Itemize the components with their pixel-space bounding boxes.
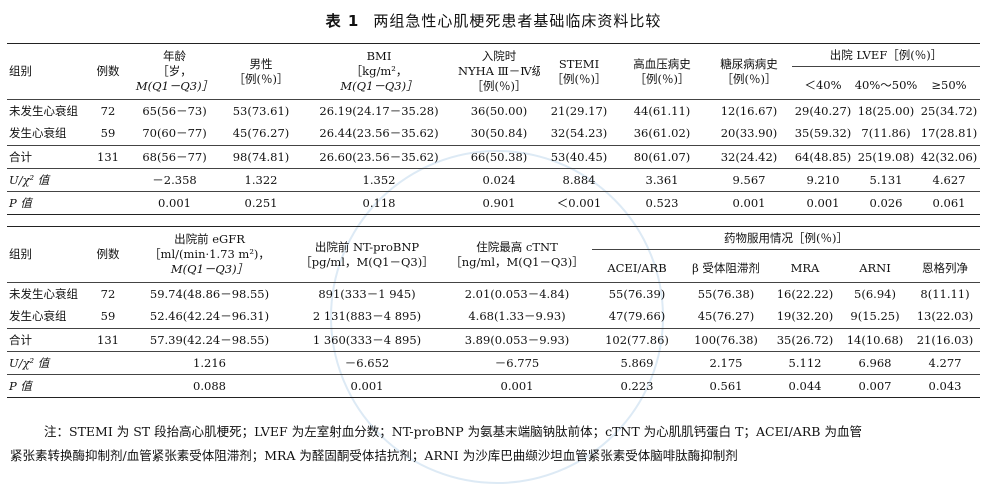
header-mra: MRA — [790, 260, 820, 275]
table-row: P 值 0.001 0.251 0.118 0.901 ＜0.001 0.523 0.001 0… — [7, 191, 980, 215]
table-row: 未发生心衰组 72 65(56－73) 53(73.61) 26.19(24.17－35… — [7, 99, 980, 123]
header-cases: 例数 — [89, 43, 127, 100]
header-group: 组别 — [7, 43, 89, 100]
header-diabetes: 糖尿病病史 ［例(％)］ — [706, 43, 792, 100]
header-hypertension: 高血压病史 ［例(％)］ — [618, 43, 706, 100]
header-lvef-40-50: 40%～50% — [854, 77, 918, 92]
header-lvef-lt40: ＜40% — [804, 77, 842, 92]
header-acei-arb: ACEI/ARB — [607, 260, 667, 275]
header-ctnt: 住院最高 cTNT ［ng/ml，M(Q1－Q3)］ — [442, 226, 592, 283]
header-nyha: 入院时 NYHA Ⅲ－Ⅳ级 ［例(％)］ — [458, 43, 540, 100]
header-arni: ARNI — [859, 260, 891, 275]
header-drugs: 药物服用情况［例(％)］ — [592, 226, 980, 250]
table-baseline-part2: 组别 例数 出院前 eGFR ［ml/(min·1.73 m²)， M(Q1－Q3)… — [7, 226, 980, 398]
header-group: 组别 — [7, 226, 89, 283]
header-cases: 例数 — [89, 226, 127, 283]
table-row: 合计 131 68(56－77) 98(74.81) 26.60(23.56－35.62… — [7, 145, 980, 169]
table-caption: 两组急性心肌梗死患者基础临床资料比较 — [373, 12, 662, 30]
table-number: 表 1 — [325, 12, 360, 30]
header-lvef-ge50: ≥50% — [931, 77, 967, 92]
footnote-line-2: 紧张素转换酶抑制剂/血管紧张素受体阻滞剂；MRA 为醛固酮受体拮抗剂；ARNI … — [10, 448, 738, 463]
header-lvef: 出院 LVEF［例(％)］ — [792, 43, 980, 67]
table-row: U/χ² 值 1.216 －6.652 －6.775 5.869 2.175 5.112 6.… — [7, 351, 980, 375]
header-empagliflozin: 恩格列净 — [922, 260, 968, 275]
table-title: 表 1 两组急性心肌梗死患者基础临床资料比较 — [0, 10, 987, 31]
header-beta-blocker: β 受体阻滞剂 — [692, 260, 760, 275]
table-row: P 值 0.088 0.001 0.001 0.223 0.561 0.044 0.007 0.… — [7, 374, 980, 398]
footnote-line-1: 注：STEMI 为 ST 段抬高心肌梗死；LVEF 为左室射血分数；NT-pro… — [44, 424, 862, 439]
header-stemi: STEMI ［例(％)］ — [540, 43, 618, 100]
table-row: 发生心衰组 59 52.46(42.24－96.31) 2 131(883－4 895… — [9, 309, 974, 324]
header-bmi: BMI ［kg/m²， M(Q1－Q3)］ — [300, 43, 458, 100]
table-footnote: 注：STEMI 为 ST 段抬高心肌梗死；LVEF 为左室射血分数；NT-pro… — [10, 420, 974, 468]
table-baseline-part1: 组别 例数 年龄 ［岁， M(Q1－Q3)］ 男性 ［例(％)］ BMI ［kg/m²，… — [7, 43, 980, 215]
table-row: 合计 131 57.39(42.24－98.55) 1 360(333－4 895) 3… — [7, 328, 980, 352]
header-ntprobnp: 出院前 NT-proBNP ［pg/ml，M(Q1－Q3)］ — [292, 226, 442, 283]
table-row: U/χ² 值－2.358 1.322 1.352 0.024 8.884 3.361 9.5… — [7, 168, 980, 192]
table-row: 未发生心衰组 72 59.74(48.86－98.55) 891(333－1 945)… — [7, 282, 980, 306]
header-male: 男性 ［例(％)］ — [222, 43, 300, 100]
header-egfr: 出院前 eGFR ［ml/(min·1.73 m²)， M(Q1－Q3)］ — [127, 226, 292, 283]
header-age: 年龄 ［岁， M(Q1－Q3)］ — [127, 43, 222, 100]
table-row: 发生心衰组 59 70(60－77) 45(76.27) 26.44(23.56－35.… — [9, 126, 978, 141]
